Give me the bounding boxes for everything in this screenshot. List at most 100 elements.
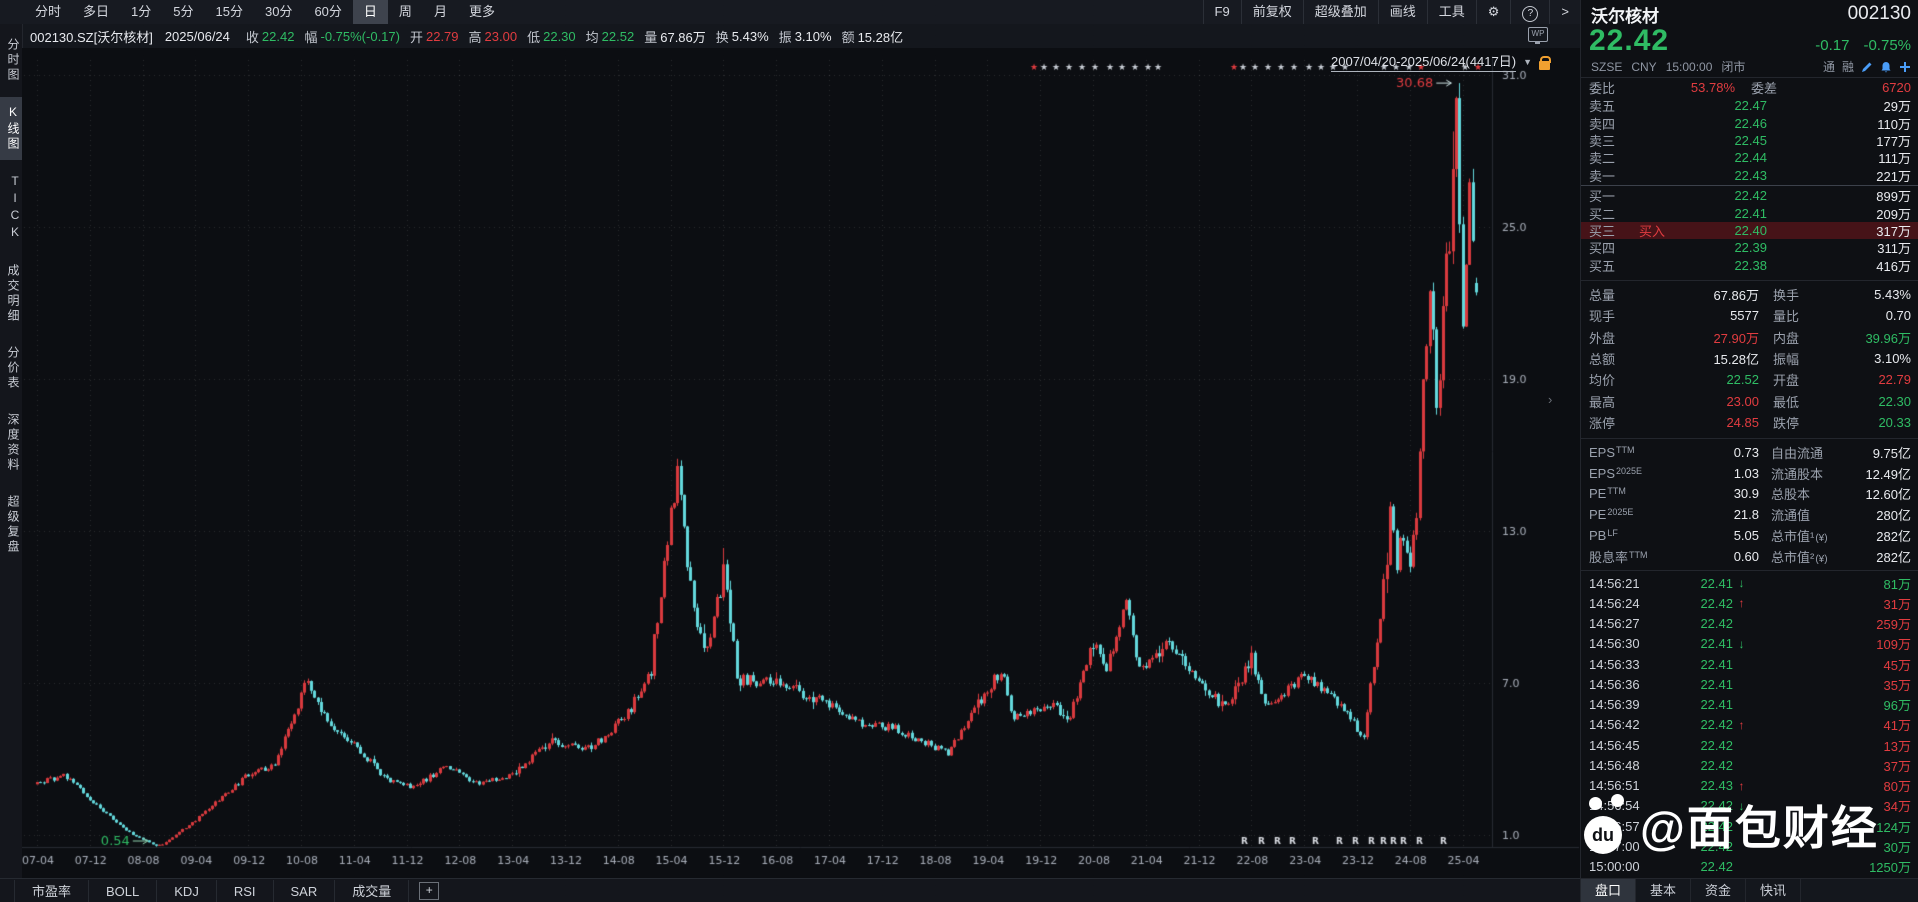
toolbar-tool-2[interactable]: 前复权	[1240, 0, 1303, 24]
indicator-tab-3[interactable]: KDJ	[157, 879, 217, 902]
quote-tab-1[interactable]: 盘口	[1581, 879, 1637, 902]
quote-panel: 沃尔核材 002130 22.42 -0.17 -0.75% SZSE CNY …	[1580, 0, 1918, 902]
order-book-divider	[1581, 184, 1918, 186]
period-tab-3[interactable]: 1分	[131, 4, 152, 19]
stat-label: 现手	[1589, 309, 1616, 325]
bid-volume: 311万	[1877, 241, 1911, 257]
stock-info-bar: WP 002130.SZ[沃尔核材] 2025/06/24 收 22.42 幅 -0.75…	[22, 24, 1580, 49]
period-tab-9[interactable]: 周	[398, 4, 412, 19]
period-tab-2[interactable]: 多日	[83, 4, 110, 19]
date-range-label[interactable]: 2007/04/20-2025/06/24(4417日)	[1331, 51, 1517, 72]
indicator-tab-5[interactable]: SAR	[274, 879, 336, 902]
period-tab-7[interactable]: 60分	[314, 4, 342, 19]
quote-tab-3[interactable]: 资金	[1691, 879, 1747, 902]
tick-price: 22.42	[1700, 717, 1733, 733]
bid-volume: 416万	[1876, 258, 1911, 274]
indicator-tab-6[interactable]: 成交量	[335, 879, 410, 902]
tick-price: 22.41	[1700, 676, 1733, 692]
price-row: 22.42 -0.17 -0.75%	[1589, 24, 1911, 57]
period-tab-1[interactable]: 分时	[35, 4, 62, 19]
sidebar-item-1[interactable]: 分时图	[6, 38, 20, 83]
ask-volume: 110万	[1877, 116, 1911, 132]
stat-label: 外盘	[1589, 330, 1616, 346]
alert-bell-icon[interactable]	[1880, 61, 1892, 73]
collapse-chevron-icon[interactable]: >	[1549, 0, 1580, 24]
tick-time: 14:56:51	[1589, 778, 1640, 794]
valuation-label: 流通股本	[1771, 466, 1824, 482]
kline-chart-canvas[interactable]	[22, 48, 1580, 878]
ask-row-4[interactable]: 卖四 22.46 110万	[1581, 114, 1918, 132]
ask-price: 22.46	[1734, 115, 1767, 131]
tick-volume: 34万	[1883, 799, 1911, 815]
bid-row-3[interactable]: 买三 买入 22.40 317万	[1581, 221, 1918, 240]
tick-price: 22.41	[1700, 697, 1733, 713]
indicator-tab-2[interactable]: BOLL	[89, 879, 158, 902]
date-range-control[interactable]: 2007/04/20-2025/06/24(4417日) ▼	[1331, 51, 1551, 72]
bid-row-5[interactable]: 买五 22.38 416万	[1581, 257, 1918, 274]
valuation-row-1: EPSTTM 0.73 自由流通 9.75亿	[1581, 442, 1918, 463]
valuation-row-4: PE2025E 21.8 流通值 280亿	[1581, 504, 1918, 525]
paw-pad: du	[1584, 816, 1622, 854]
indicator-tab-1[interactable]: 市盈率	[15, 879, 90, 902]
bid-row-2[interactable]: 买二 22.41 209万	[1581, 204, 1918, 222]
ask-row-5[interactable]: 卖五 22.47 29万	[1581, 97, 1918, 114]
tick-time: 15:00:00	[1589, 859, 1640, 875]
sidebar-item-7[interactable]: 超级复盘	[6, 495, 20, 555]
tick-row-15: 15:00:00 22.42 1250万	[1581, 857, 1918, 877]
toolbar-tool-4[interactable]: 画线	[1377, 0, 1427, 24]
add-indicator-button[interactable]: +	[419, 882, 440, 900]
valuation-superscript: TTM	[1629, 549, 1648, 560]
period-tab-5[interactable]: 15分	[215, 4, 243, 19]
period-tab-10[interactable]: 月	[433, 4, 447, 19]
indicator-tab-group: 市盈率 BOLL KDJ RSI SAR 成交量	[14, 879, 410, 902]
chevron-down-icon[interactable]: ▼	[1523, 56, 1532, 67]
period-tab-8[interactable]: 日	[352, 0, 388, 24]
toolbar-tool-3[interactable]: 超级叠加	[1302, 0, 1378, 24]
help-icon[interactable]: ?	[1510, 0, 1549, 24]
bid-row-4[interactable]: 买四 22.39 311万	[1581, 239, 1918, 256]
quote-tab-4[interactable]: 快讯	[1746, 879, 1802, 902]
tick-row-6: 14:56:36 22.41 35万	[1581, 674, 1918, 694]
period-tab-11[interactable]: 更多	[468, 4, 495, 19]
tick-volume: 13万	[1883, 738, 1911, 754]
sidebar-item-6[interactable]: 深度资料	[6, 413, 20, 473]
bid-price: 22.40	[1734, 222, 1767, 238]
sidebar-item-3[interactable]: TICK	[8, 174, 22, 242]
ask-row-2[interactable]: 卖二 22.44 111万	[1581, 149, 1918, 166]
bid-row-1[interactable]: 买一 22.42 899万	[1581, 187, 1918, 204]
period-tab-6[interactable]: 30分	[264, 4, 293, 19]
tick-price: 22.42	[1700, 818, 1733, 834]
tick-row-2: 14:56:24 22.42 ↑ 31万	[1581, 593, 1918, 613]
tick-time: 14:56:42	[1589, 717, 1640, 733]
sidebar-item-2[interactable]: K线图	[0, 97, 22, 160]
add-to-watchlist-icon[interactable]	[1899, 61, 1911, 73]
sidebar-item-5[interactable]: 分价表	[6, 346, 20, 391]
period-tab-4[interactable]: 5分	[173, 4, 194, 19]
indicator-tab-4[interactable]: RSI	[217, 879, 274, 902]
lock-icon[interactable]	[1539, 55, 1551, 70]
sidebar-item-4[interactable]: 成交明细	[6, 264, 20, 324]
tick-price: 22.42	[1700, 616, 1733, 632]
settings-gear-icon[interactable]: ⚙	[1475, 0, 1511, 24]
last-price: 22.42	[1589, 24, 1670, 57]
tick-volume: 45万	[1883, 657, 1911, 673]
valuation-label: 自由流通	[1771, 445, 1824, 461]
toolbar-tool-1[interactable]: F9	[1202, 0, 1241, 24]
quote-tab-2[interactable]: 基本	[1636, 879, 1692, 902]
tick-trade-list[interactable]: 14:56:21 22.41 ↓ 81万 14:56:24 22.42 ↑ 31万 14:56:…	[1581, 573, 1918, 877]
edit-pencil-icon[interactable]	[1861, 61, 1873, 73]
tick-row-5: 14:56:33 22.41 45万	[1581, 654, 1918, 674]
panel-collapse-handle[interactable]: ›	[1548, 392, 1553, 407]
ask-row-1[interactable]: 卖一 22.43 221万	[1581, 167, 1918, 184]
info-field-label-1: 收	[245, 29, 259, 45]
ask-row-3[interactable]: 卖三 22.45 177万	[1581, 132, 1918, 149]
stat-label: 总量	[1589, 288, 1616, 304]
stat-value: 27.90万	[1713, 330, 1759, 346]
toolbar-tool-5[interactable]: 工具	[1426, 0, 1476, 24]
stat-value: 22.52	[1726, 372, 1759, 388]
tick-time: 14:56:45	[1589, 737, 1640, 753]
tick-volume: 37万	[1883, 758, 1911, 774]
wp-monitor-icon[interactable]: WP	[1528, 27, 1548, 44]
tick-price: 22.42	[1700, 737, 1733, 753]
stock-code-label: 002130.SZ[沃尔核材]	[30, 29, 153, 45]
